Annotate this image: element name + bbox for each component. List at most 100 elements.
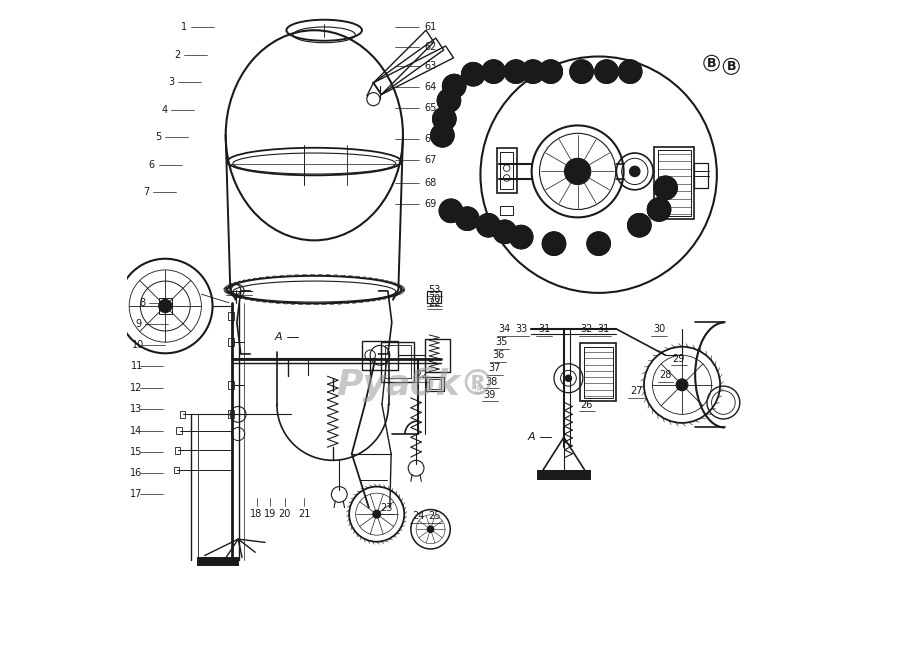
Text: 23: 23 bbox=[381, 503, 393, 513]
Circle shape bbox=[521, 60, 545, 84]
Bar bbox=[175, 447, 180, 454]
Text: Pyaбk®: Pyaбk® bbox=[336, 367, 496, 403]
Bar bbox=[229, 381, 233, 389]
Circle shape bbox=[565, 159, 590, 184]
Text: A: A bbox=[274, 332, 282, 342]
Text: 7: 7 bbox=[144, 188, 150, 197]
Circle shape bbox=[509, 225, 533, 249]
Bar bbox=[198, 557, 238, 565]
Text: 47: 47 bbox=[483, 220, 494, 230]
Text: 19: 19 bbox=[264, 509, 276, 519]
Bar bbox=[654, 147, 694, 219]
Text: 43: 43 bbox=[593, 239, 604, 248]
Text: 41: 41 bbox=[653, 205, 665, 214]
Bar bbox=[496, 149, 517, 193]
Text: 39: 39 bbox=[484, 390, 496, 399]
Bar bbox=[229, 411, 233, 418]
Text: 20: 20 bbox=[279, 509, 291, 519]
Text: 32: 32 bbox=[580, 324, 593, 334]
Text: 67: 67 bbox=[425, 155, 437, 164]
Text: 24: 24 bbox=[412, 511, 425, 521]
Text: B: B bbox=[727, 60, 736, 73]
Bar bbox=[429, 379, 441, 390]
Bar bbox=[500, 205, 513, 215]
Text: B: B bbox=[707, 57, 716, 70]
Text: 55: 55 bbox=[487, 67, 499, 76]
Text: 46: 46 bbox=[499, 227, 510, 236]
Bar bbox=[362, 341, 398, 370]
Text: 31: 31 bbox=[538, 324, 550, 334]
Text: 34: 34 bbox=[498, 324, 511, 334]
Text: 25: 25 bbox=[428, 511, 441, 521]
Text: 31: 31 bbox=[597, 324, 609, 334]
Circle shape bbox=[630, 166, 640, 176]
Text: 68: 68 bbox=[425, 178, 437, 188]
Circle shape bbox=[427, 526, 434, 532]
Text: 10: 10 bbox=[132, 340, 145, 351]
Text: 33: 33 bbox=[515, 324, 527, 334]
Bar bbox=[229, 312, 233, 320]
Circle shape bbox=[676, 379, 688, 391]
Bar bbox=[426, 291, 441, 303]
Bar bbox=[229, 338, 233, 346]
Text: 57: 57 bbox=[527, 67, 538, 76]
Bar bbox=[426, 377, 445, 392]
Text: 1: 1 bbox=[181, 22, 187, 32]
Circle shape bbox=[539, 60, 562, 84]
Text: 53: 53 bbox=[448, 82, 460, 91]
Text: 12: 12 bbox=[130, 383, 142, 393]
Text: A: A bbox=[527, 432, 535, 442]
Circle shape bbox=[159, 299, 172, 313]
Circle shape bbox=[619, 60, 642, 84]
Bar bbox=[658, 151, 691, 216]
Bar bbox=[384, 345, 411, 378]
Circle shape bbox=[456, 207, 479, 230]
Text: 9: 9 bbox=[135, 318, 141, 329]
Text: 22: 22 bbox=[415, 370, 427, 380]
Bar bbox=[580, 343, 617, 401]
Text: 27: 27 bbox=[630, 386, 642, 396]
Text: 17: 17 bbox=[130, 490, 142, 499]
Bar bbox=[179, 411, 185, 418]
Text: 35: 35 bbox=[496, 337, 507, 347]
Text: 40: 40 bbox=[660, 184, 671, 192]
Circle shape bbox=[628, 213, 651, 237]
Text: 11: 11 bbox=[130, 361, 143, 371]
Text: 29: 29 bbox=[672, 353, 685, 364]
Circle shape bbox=[647, 197, 670, 221]
Circle shape bbox=[443, 74, 466, 98]
Text: 50: 50 bbox=[436, 131, 448, 139]
Text: 45: 45 bbox=[516, 232, 527, 241]
Text: 42: 42 bbox=[634, 220, 645, 230]
Text: 66: 66 bbox=[425, 134, 437, 143]
Text: 61: 61 bbox=[425, 22, 437, 32]
Text: 51: 51 bbox=[438, 114, 450, 124]
Text: 62: 62 bbox=[425, 41, 437, 52]
Text: 14: 14 bbox=[130, 426, 142, 436]
Circle shape bbox=[437, 89, 461, 113]
Bar bbox=[198, 557, 238, 565]
Text: 26: 26 bbox=[580, 399, 593, 409]
Bar bbox=[159, 298, 172, 314]
Text: 6: 6 bbox=[148, 160, 155, 170]
Text: 69: 69 bbox=[425, 199, 437, 209]
Text: 63: 63 bbox=[425, 61, 437, 71]
Circle shape bbox=[373, 510, 381, 518]
Text: 15: 15 bbox=[130, 447, 142, 457]
Circle shape bbox=[565, 375, 572, 382]
Bar bbox=[382, 342, 415, 382]
Circle shape bbox=[439, 199, 463, 222]
Text: 28: 28 bbox=[660, 370, 671, 380]
Text: 59: 59 bbox=[576, 67, 588, 76]
Bar bbox=[537, 471, 590, 479]
Text: 48: 48 bbox=[462, 215, 473, 223]
Bar bbox=[177, 428, 181, 434]
Bar bbox=[584, 347, 613, 398]
Circle shape bbox=[504, 60, 527, 84]
Text: 44: 44 bbox=[548, 239, 559, 248]
Text: 16: 16 bbox=[130, 468, 142, 478]
Text: 26: 26 bbox=[601, 67, 612, 76]
Text: 37: 37 bbox=[488, 363, 501, 373]
Bar bbox=[537, 471, 590, 479]
Circle shape bbox=[595, 60, 619, 84]
